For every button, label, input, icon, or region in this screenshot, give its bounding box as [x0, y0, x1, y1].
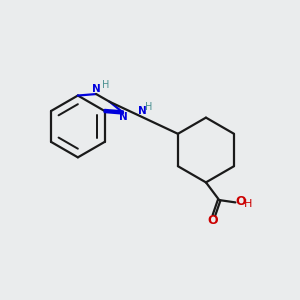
Text: N: N: [119, 112, 128, 122]
Text: O: O: [235, 195, 246, 208]
Text: O: O: [207, 214, 218, 227]
Text: N: N: [92, 84, 101, 94]
Text: N: N: [138, 106, 147, 116]
Text: H: H: [244, 199, 252, 208]
Text: H: H: [146, 103, 153, 112]
Text: H: H: [102, 80, 109, 90]
